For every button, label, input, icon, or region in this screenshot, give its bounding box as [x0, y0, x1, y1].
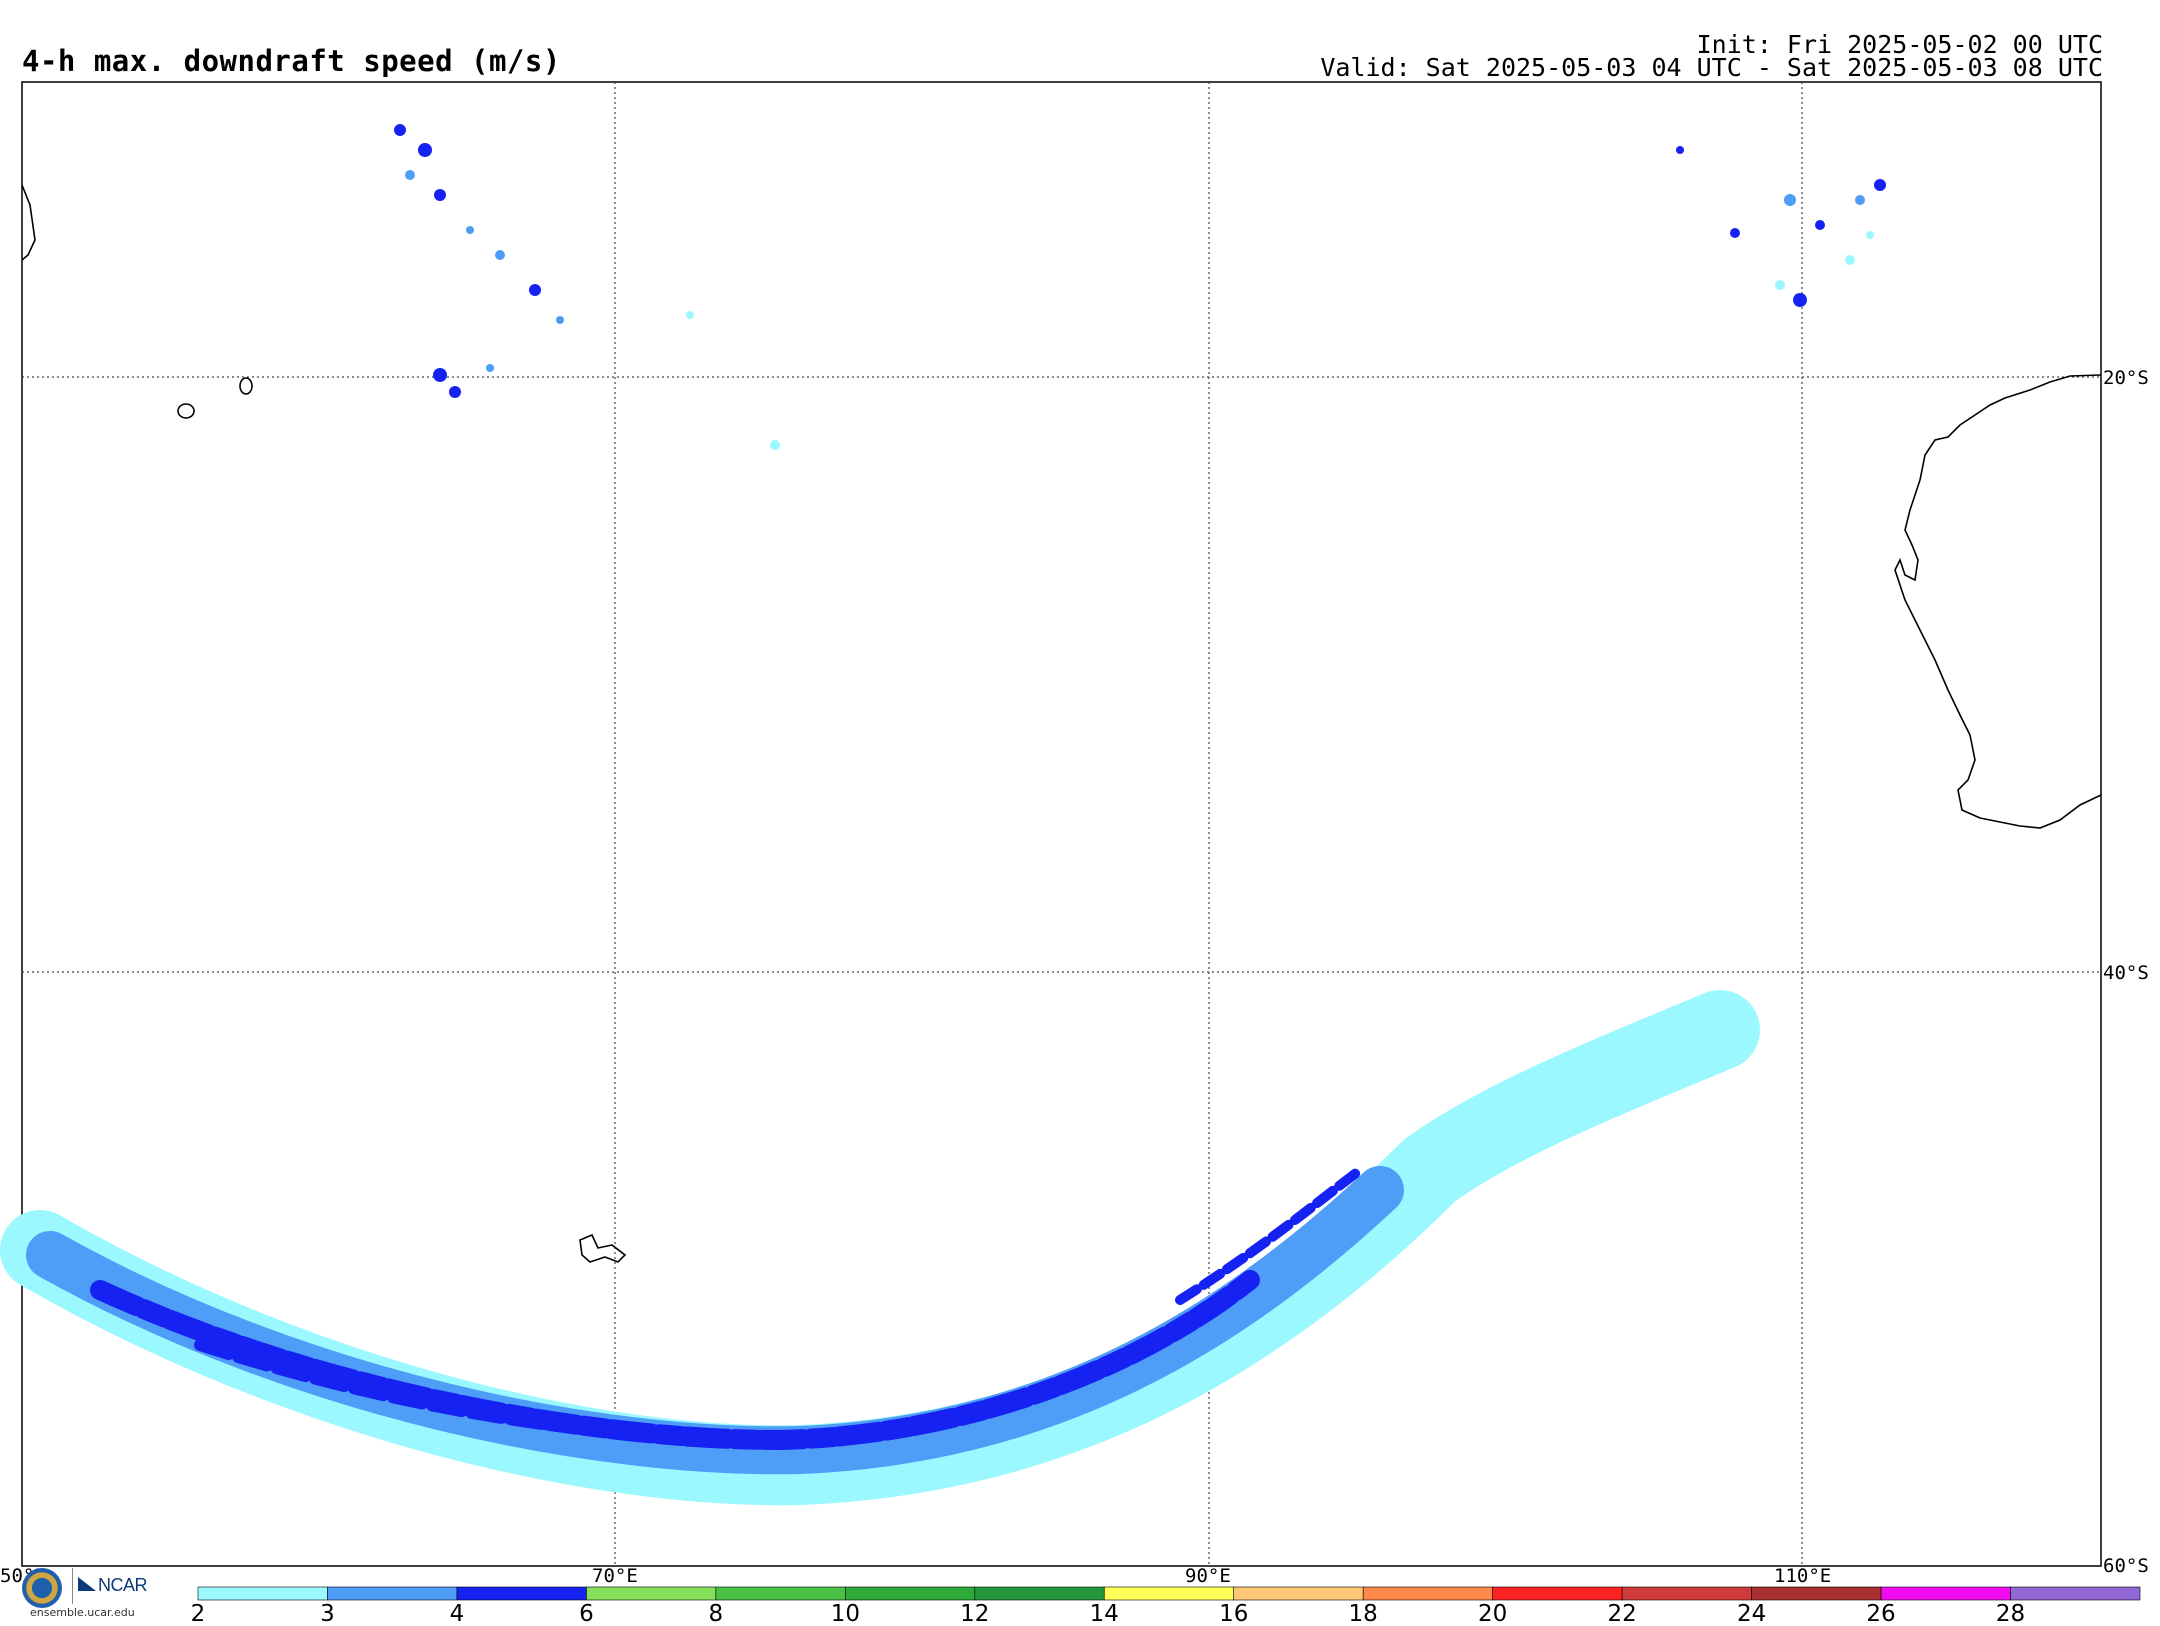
nsf-logo-icon — [22, 1568, 62, 1608]
colorbar-swatch — [197, 1586, 328, 1601]
colorbar-swatch — [2010, 1586, 2141, 1601]
lat-label-20: 20°S — [2103, 367, 2149, 389]
colorbar-label: 12 — [960, 1601, 989, 1626]
reunion-coast — [177, 403, 195, 419]
colorbar-label: 14 — [1090, 1601, 1119, 1626]
colorbar: 2 3 4 6 8 10 12 14 16 18 20 22 24 26 28 — [191, 1586, 2141, 1626]
colorbar-label: 8 — [709, 1601, 724, 1626]
colorbar-label: 18 — [1349, 1601, 1378, 1626]
colorbar-label: 22 — [1607, 1601, 1636, 1626]
ncar-mark-icon — [78, 1577, 96, 1591]
lon-label-90: 90°E — [1185, 1565, 1231, 1587]
madagascar-coast — [21, 184, 36, 261]
colorbar-label: 2 — [191, 1601, 206, 1626]
colorbar-swatch — [1751, 1586, 1882, 1601]
colorbar-swatch — [327, 1586, 458, 1601]
colorbar-swatch — [586, 1586, 717, 1601]
colorbar-label: 24 — [1737, 1601, 1766, 1626]
logo-divider — [72, 1568, 73, 1604]
credit-text: ensemble.ucar.edu — [30, 1606, 135, 1619]
init-time: Init: Fri 2025-05-02 00 UTC — [1696, 30, 2103, 59]
colorbar-swatch — [1492, 1586, 1623, 1601]
colorbar-swatch — [1362, 1586, 1493, 1601]
downdraft-arc — [0, 990, 1760, 1506]
colorbar-swatch — [1621, 1586, 1752, 1601]
map-frame — [21, 81, 2102, 1567]
map-title: 4-h max. downdraft speed (m/s) — [22, 44, 561, 78]
scattered-cells — [394, 124, 1886, 450]
colorbar-swatch — [974, 1586, 1105, 1601]
colorbar-label: 3 — [320, 1601, 335, 1626]
colorbar-swatch — [845, 1586, 976, 1601]
colorbar-label: 6 — [579, 1601, 594, 1626]
colorbar-label: 28 — [1996, 1601, 2025, 1626]
colorbar-swatch — [1103, 1586, 1235, 1601]
valid-time: Valid: Sat 2025-05-03 04 UTC - Sat 2025-… — [1320, 53, 2103, 82]
australia-coast — [1894, 374, 2102, 829]
ncar-logo: NCAR — [98, 1575, 148, 1595]
colorbar-label: 16 — [1219, 1601, 1248, 1626]
colorbar-swatch — [715, 1586, 846, 1601]
lon-label-70: 70°E — [592, 1565, 638, 1587]
colorbar-swatch — [1880, 1586, 2011, 1601]
coastlines — [21, 184, 2102, 1263]
colorbar-label: 26 — [1866, 1601, 1895, 1626]
lat-label-40: 40°S — [2103, 962, 2149, 984]
lon-label-110: 110°E — [1774, 1565, 1831, 1587]
kerguelen-coast — [579, 1233, 627, 1263]
colorbar-swatch — [1233, 1586, 1364, 1601]
colorbar-label: 10 — [831, 1601, 860, 1626]
mauritius-coast — [239, 377, 253, 395]
colorbar-label: 20 — [1478, 1601, 1507, 1626]
colorbar-label: 4 — [450, 1601, 465, 1626]
colorbar-swatch — [456, 1586, 587, 1601]
lat-label-60: 60°S — [2103, 1555, 2149, 1577]
